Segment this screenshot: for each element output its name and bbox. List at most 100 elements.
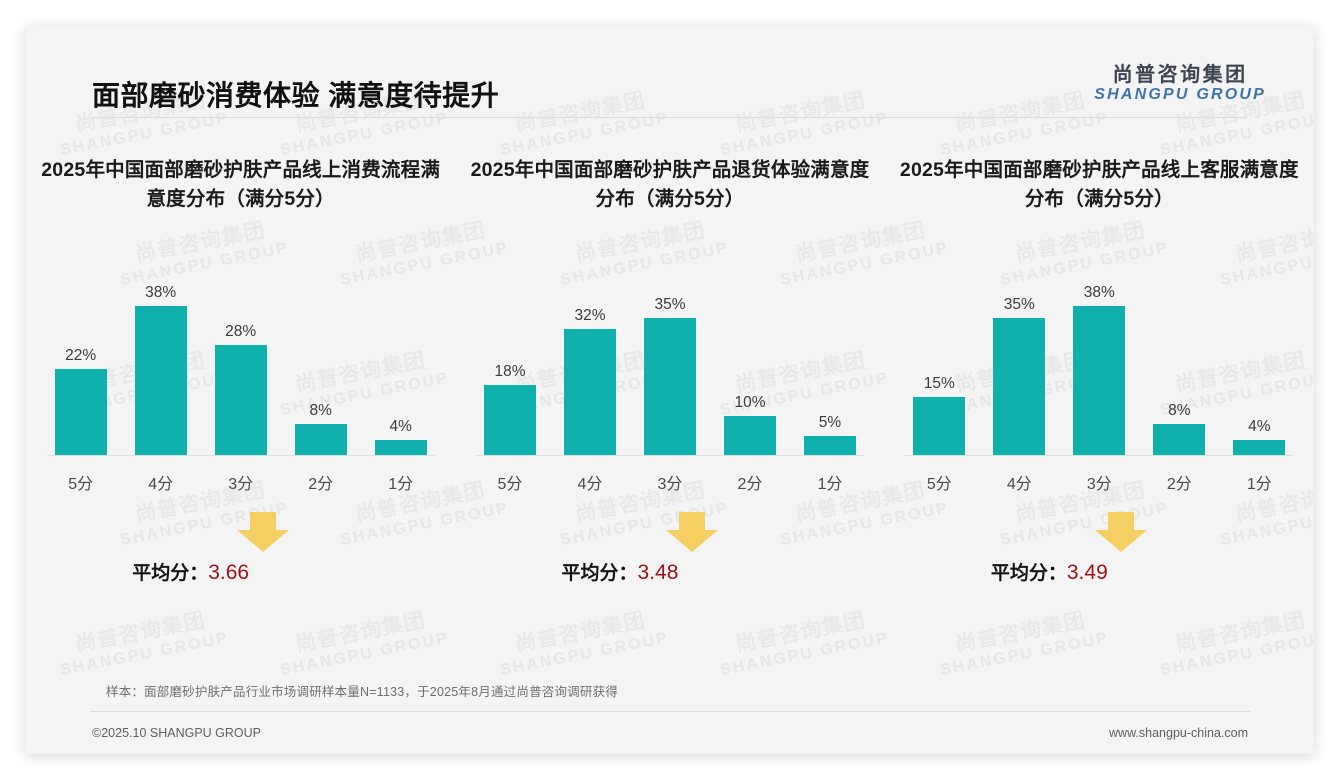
bar-value-label: 35% [654,295,686,313]
down-arrow-icon [236,512,289,552]
bar-chart: 22% 38% 28% 8% 4% 5分 4分 3分 2分 1分 [41,250,441,502]
bar-chart: 18% 32% 35% 10% 5% 5分 4分 3分 2分 1分 [470,250,870,502]
bar-value-label: 38% [145,283,177,301]
website-link[interactable]: www.shangpu-china.com [1109,726,1248,740]
footer-divider [90,711,1250,712]
x-axis-tick-label: 3分 [657,476,683,493]
x-axis-labels: 5分 4分 3分 2分 1分 [470,470,870,494]
average-score-value: 3.49 [1066,561,1108,584]
bar[interactable] [214,345,267,456]
average-score-line: 平均分：3.48 [470,558,770,585]
bar-column[interactable]: 4% [363,250,439,456]
watermark-chinese: 尚普咨询集团 [73,608,208,657]
bar[interactable] [54,369,107,456]
bar[interactable] [1073,306,1126,456]
logo-english-text: SHANGPU GROUP [1094,86,1266,104]
bar-column[interactable]: 8% [283,250,359,456]
down-arrow-icon [665,512,718,552]
x-axis-tick-label: 1分 [817,476,843,493]
bar-column[interactable]: 15% [901,250,977,456]
bar-column[interactable]: 8% [1141,250,1217,456]
bar-value-label: 22% [65,346,97,364]
x-axis-tick-label: 5分 [68,476,94,493]
bar[interactable] [483,385,536,456]
x-axis-tick-label: 5分 [497,476,523,493]
page-title: 面部磨砂消费体验 满意度待提升 [92,80,500,111]
bar-value-label: 35% [1003,295,1035,313]
bar-series: 22% 38% 28% 8% 4% [41,250,441,456]
watermark-english: SHANGPU GROUP [58,629,231,679]
watermark-chinese: 尚普咨询集团 [1173,608,1308,657]
bar[interactable] [723,416,776,456]
bar-value-label: 4% [389,417,412,435]
copyright-text: ©2025.10 SHANGPU GROUP [92,726,261,740]
x-axis-tick-label: 5分 [926,476,952,493]
watermark-english: SHANGPU GROUP [718,629,891,679]
x-axis-line [475,455,864,456]
x-axis-tick-label: 3分 [228,476,254,493]
watermark-english: SHANGPU GROUP [938,629,1111,679]
x-axis-line [46,455,435,456]
logo-chinese-text: 尚普咨询集团 [1112,64,1248,86]
bar[interactable] [134,306,187,456]
bar-column[interactable]: 35% [981,250,1057,456]
average-score-line: 平均分：3.66 [41,558,341,585]
bar-column[interactable]: 28% [203,250,279,456]
watermark-english: SHANGPU GROUP [1158,629,1314,679]
bar-column[interactable]: 22% [43,250,119,456]
bar-value-label: 15% [923,374,955,392]
bar-value-label: 32% [574,306,606,324]
watermark-english: SHANGPU GROUP [498,629,671,679]
bar[interactable] [294,424,347,456]
header-divider [92,117,1246,118]
x-axis-tick-label: 4分 [577,476,603,493]
watermark-chinese: 尚普咨询集团 [733,608,868,657]
bar-series: 15% 35% 38% 8% 4% [899,250,1299,456]
average-score-block: 平均分：3.66 [41,510,441,606]
bar[interactable] [1233,440,1286,456]
average-score-value: 3.66 [208,561,250,584]
down-arrow-icon [1095,512,1148,552]
average-score-line: 平均分：3.49 [899,558,1199,585]
bar-value-label: 28% [225,322,257,340]
bar-column[interactable]: 4% [1221,250,1297,456]
bar-column[interactable]: 38% [1061,250,1137,456]
bar-column[interactable]: 32% [552,250,628,456]
bar-value-label: 5% [818,413,842,431]
x-axis-tick-label: 2分 [1166,476,1192,493]
bar-column[interactable]: 38% [123,250,199,456]
bar[interactable] [913,397,966,456]
bar[interactable] [993,318,1046,456]
source-footnote: 样本：面部磨砂护肤产品行业市场调研样本量N=1133，于2025年8月通过尚普咨… [106,685,618,699]
bar-value-label: 4% [1248,417,1271,435]
chart-title: 2025年中国面部磨砂护肤产品线上客服满意度分布（满分5分） [899,159,1299,211]
bar[interactable] [563,329,616,456]
bar-column[interactable]: 18% [472,250,548,456]
x-axis-tick-label: 2分 [308,476,334,493]
chart-title: 2025年中国面部磨砂护肤产品退货体验满意度分布（满分5分） [470,159,870,211]
slide-header: 面部磨砂消费体验 满意度待提升 尚普咨询集团 SHANGPU GROUP [26,26,1314,118]
x-axis-tick-label: 3分 [1086,476,1112,493]
x-axis-tick-label: 1分 [388,476,414,493]
bar[interactable] [803,436,856,456]
bar-value-label: 38% [1083,283,1115,301]
x-axis-line [905,455,1294,456]
bar[interactable] [643,318,696,456]
bar[interactable] [374,440,427,456]
x-axis-tick-label: 4分 [148,476,174,493]
bar-column[interactable]: 10% [712,250,788,456]
bar[interactable] [1153,424,1206,456]
slide-canvas: 尚普咨询集团 SHANGPU GROUP 尚普咨询集团 SHANGPU GROUP 尚普… [26,26,1314,754]
bar-column[interactable]: 5% [792,250,868,456]
slide-footer: ©2025.10 SHANGPU GROUP www.shangpu-china… [92,726,1248,740]
average-score-label: 平均分： [990,563,1067,584]
chart-panel-1: 2025年中国面部磨砂护肤产品线上消费流程满意度分布（满分5分） 22% 38% 28… [26,156,455,606]
x-axis-labels: 5分 4分 3分 2分 1分 [41,470,441,494]
bar-column[interactable]: 35% [632,250,708,456]
brand-logo: 尚普咨询集团 SHANGPU GROUP [1094,64,1266,104]
average-score-value: 3.48 [637,561,679,584]
average-score-label: 平均分： [132,563,209,584]
